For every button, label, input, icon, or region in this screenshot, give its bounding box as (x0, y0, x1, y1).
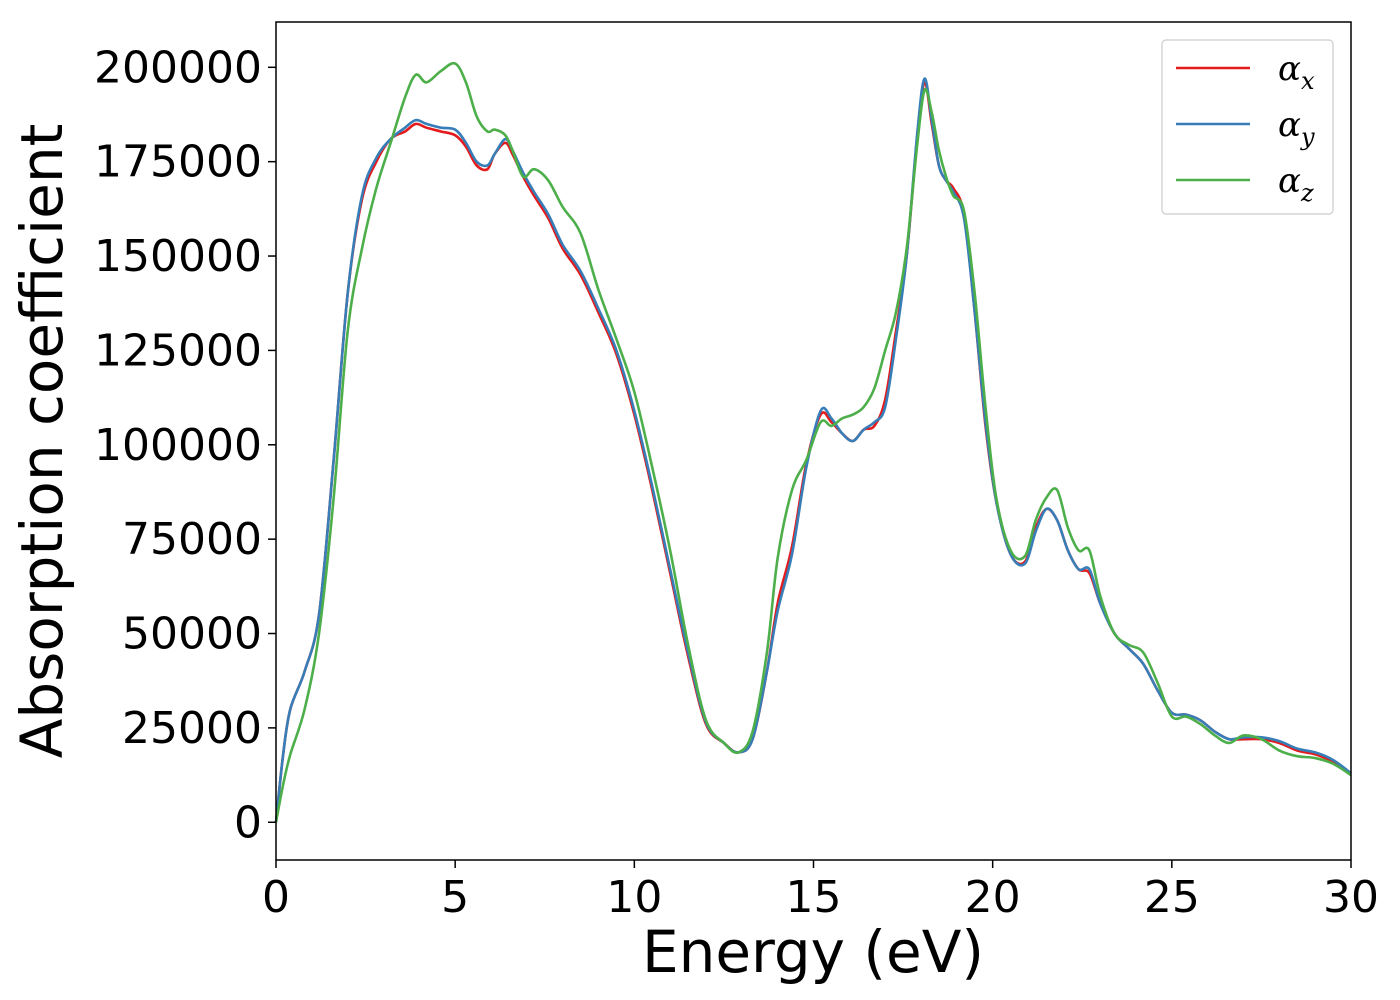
x-tick-label: 25 (1144, 872, 1200, 923)
y-tick-label: 0 (234, 797, 262, 848)
x-tick-label: 15 (786, 872, 842, 923)
legend-subscript: y (1300, 123, 1315, 151)
y-axis-title: Absorption coefficient (8, 124, 76, 759)
legend-label-z: αz (1278, 161, 1314, 207)
x-axis: 0 5 10 15 20 25 30 (262, 860, 1379, 923)
y-tick-label: 125000 (94, 325, 262, 376)
legend-symbol: α (1278, 105, 1301, 145)
legend-subscript: x (1301, 67, 1315, 95)
legend-box (1161, 39, 1334, 215)
x-tick-label: 5 (441, 872, 469, 923)
y-tick-label: 175000 (94, 137, 262, 188)
legend-label-y: αy (1278, 105, 1315, 151)
y-tick-label: 100000 (94, 420, 262, 471)
x-tick-label: 20 (965, 872, 1021, 923)
y-tick-label: 75000 (122, 514, 262, 565)
y-tick-label: 50000 (122, 609, 262, 660)
legend-symbol: α (1278, 161, 1301, 201)
y-tick-label: 150000 (94, 231, 262, 282)
legend-symbol: α (1278, 49, 1301, 89)
y-tick-label: 200000 (94, 42, 262, 93)
legend-label-x: αx (1278, 49, 1315, 95)
y-tick-label: 25000 (122, 703, 262, 754)
x-tick-label: 10 (606, 872, 662, 923)
x-axis-title: Energy (eV) (642, 918, 984, 986)
series-layer (274, 61, 1352, 823)
y-axis: 0 25000 50000 75000 100000 125000 150000 175000… (94, 42, 276, 848)
legend-subscript: z (1300, 179, 1314, 207)
x-tick-label: 30 (1323, 872, 1379, 923)
x-tick-label: 0 (262, 872, 290, 923)
series-line-z (274, 61, 1352, 823)
